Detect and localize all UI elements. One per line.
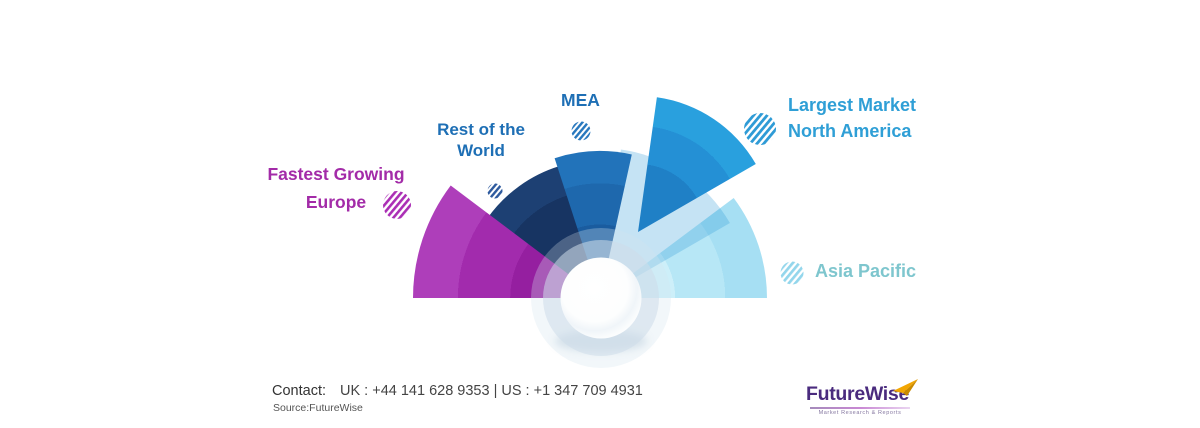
- contact-phones: UK : +44 141 628 9353 | US : +1 347 709 …: [340, 383, 643, 399]
- north-america-hatch-marker: [744, 113, 776, 145]
- wedge-mea: [554, 151, 632, 298]
- mea-hatch-marker: [571, 121, 591, 141]
- north-america-label: North America: [788, 121, 912, 141]
- logo-tagline: Market Research & Reports: [818, 410, 902, 416]
- europe-hatch-marker: [383, 191, 411, 219]
- futurewise-logo: FutureWise Market Research & Reports: [806, 379, 928, 416]
- europe-label: Europe: [305, 192, 367, 212]
- logo-arrow-icon: [893, 379, 918, 396]
- source-label: Source:FutureWise: [273, 402, 363, 414]
- mea-label: MEA: [561, 90, 600, 110]
- hub-circle: [560, 257, 642, 339]
- asia-pacific-label: Asia Pacific: [815, 261, 917, 281]
- rest-of-world-label: Rest of the World: [437, 120, 525, 160]
- north-america-annotation-label: Largest Market: [788, 95, 917, 115]
- logo-wordmark: FutureWise: [806, 383, 910, 405]
- logo-divider: [810, 407, 910, 409]
- europe-annotation-label: Fastest Growing: [267, 164, 405, 184]
- contact-line: Contact: UK : +44 141 628 9353 | US : +1 …: [272, 383, 643, 399]
- contact-label: Contact:: [272, 383, 326, 399]
- wedge-north-america: [638, 97, 756, 232]
- asia-pacific-hatch-marker: [780, 261, 804, 285]
- rest-of-world-hatch-marker: [487, 183, 503, 199]
